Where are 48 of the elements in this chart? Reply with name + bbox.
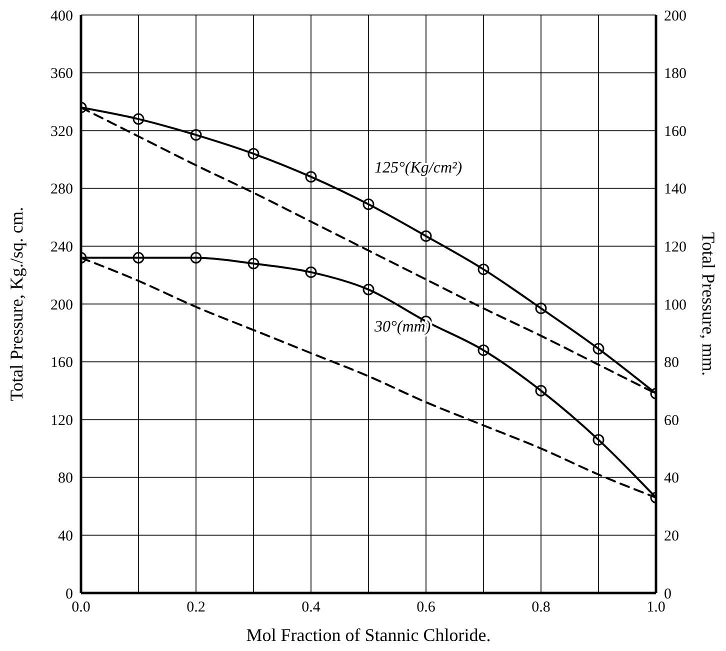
- y-tick-label: 320: [50, 124, 73, 140]
- x-tick-label: 0.2: [186, 600, 206, 616]
- point: [190, 252, 202, 264]
- x-tick-label: 0.8: [532, 600, 550, 616]
- y2-tick-label: 140: [664, 182, 686, 198]
- point: [362, 284, 374, 296]
- point: [535, 302, 547, 314]
- x-tick-label: 0.0: [72, 600, 90, 616]
- y-axis-title: Total Pressure, Kg./sq. cm.: [6, 206, 26, 402]
- y-tick-label: 0: [66, 586, 73, 602]
- y-tick-label: 360: [50, 66, 73, 82]
- y2-tick-label: 20: [664, 528, 679, 545]
- point: [592, 343, 604, 355]
- y-tick-label: 80: [58, 470, 73, 487]
- point: [420, 230, 432, 242]
- y-tick-label: 200: [50, 297, 73, 314]
- point: [190, 129, 202, 141]
- x-tick-label: 0.4: [302, 600, 321, 616]
- y2-tick-label: 200: [664, 8, 686, 24]
- y-tick-label: 400: [50, 8, 73, 24]
- y-tick-label: 160: [50, 355, 73, 372]
- y2-axis-title: Total Pressure, mm.: [698, 232, 719, 376]
- point: [132, 252, 144, 264]
- y2-tick-label: 120: [664, 240, 686, 256]
- point: [305, 266, 317, 278]
- y2-tick-label: 40: [664, 470, 679, 487]
- y2-tick-label: 0: [664, 586, 672, 602]
- point: [592, 434, 604, 446]
- x-tick-label: 1.0: [646, 600, 666, 616]
- y2-tick-label: 60: [664, 412, 679, 429]
- point: [132, 113, 144, 125]
- point: [535, 384, 547, 396]
- point: [362, 198, 374, 210]
- point: [248, 148, 260, 160]
- y-tick-label: 120: [50, 412, 73, 429]
- y-tick-label: 40: [58, 528, 73, 545]
- y-tick-label: 240: [50, 240, 73, 256]
- y-tick-label: 280: [50, 182, 73, 198]
- x-axis-title: Mol Fraction of Stannic Chloride.: [246, 625, 491, 645]
- point: [478, 344, 490, 356]
- point: [248, 258, 260, 270]
- point: [305, 171, 317, 183]
- y2-tick-label: 100: [664, 297, 686, 314]
- x-tick-label: 0.6: [416, 600, 436, 616]
- point: [478, 264, 490, 276]
- y2-tick-label: 160: [664, 124, 686, 140]
- y2-tick-label: 80: [664, 355, 679, 372]
- y2-tick-label: 180: [664, 66, 686, 82]
